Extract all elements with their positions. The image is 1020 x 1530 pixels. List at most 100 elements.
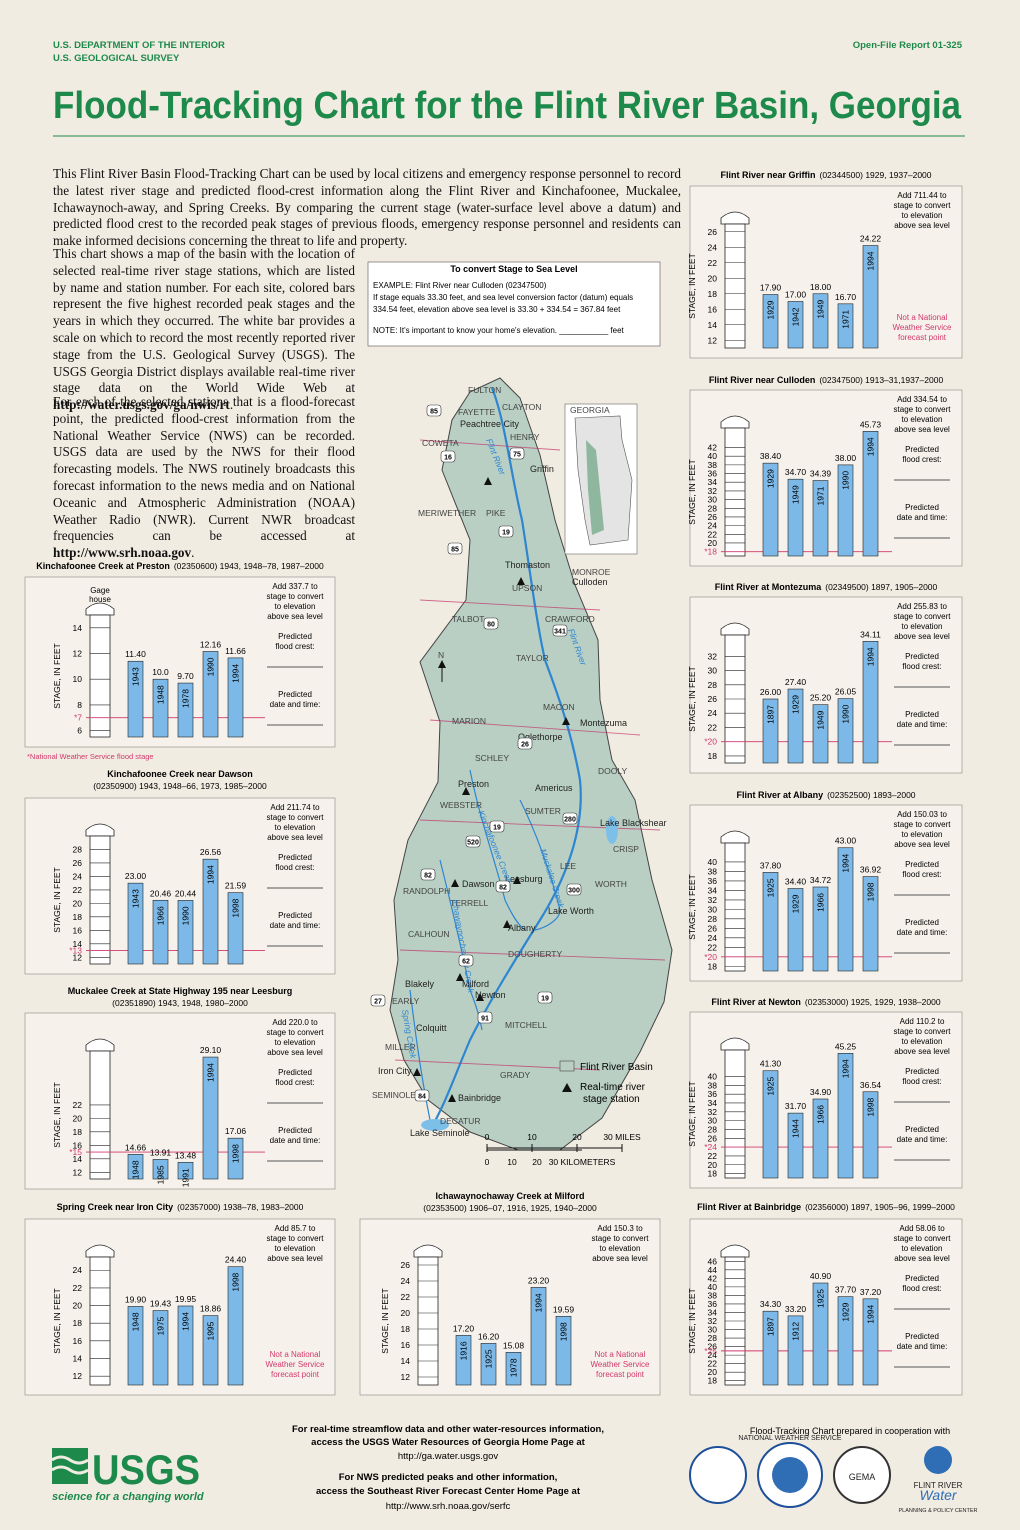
y-tick-label: 36	[708, 1089, 718, 1099]
bar	[762, 462, 779, 557]
map-label: HENRY	[510, 432, 540, 442]
y-tick-label: 22	[708, 258, 718, 268]
y-tick-label: 32	[708, 895, 718, 905]
flood-stage-label: *20	[704, 952, 717, 962]
gage-column	[724, 427, 746, 557]
value-label: 29.10	[200, 1045, 222, 1055]
bar	[762, 698, 779, 764]
y-axis-label: STAGE, IN FEET	[52, 867, 62, 933]
text: .	[229, 397, 234, 413]
bar	[762, 872, 779, 972]
year-label: 1995	[206, 1321, 216, 1340]
map-label: MACON	[543, 702, 575, 712]
datum-note: Add 211.74 to	[270, 803, 320, 812]
map-label: Iron City	[378, 1066, 412, 1076]
chart-title-name: Flint River at Newton	[711, 997, 801, 1007]
value-label: 40.90	[810, 1271, 832, 1281]
creek	[409, 989, 431, 1121]
bar	[812, 1098, 829, 1179]
y-tick-label: 38	[708, 1080, 718, 1090]
gage-roof	[720, 622, 750, 636]
map-label: N	[438, 650, 444, 660]
highway-label: 85	[451, 547, 459, 554]
year-label: 1948	[131, 1312, 141, 1331]
bar	[127, 660, 144, 738]
y-tick-label: 34	[708, 1307, 718, 1317]
map-label: Americus	[535, 783, 573, 793]
highway-shield	[566, 883, 582, 896]
footer-line: For real-time streamflow data and other …	[292, 1424, 604, 1435]
partner-name: GEMA	[849, 1472, 876, 1482]
year-label: 1998	[231, 898, 241, 917]
y-tick-label: 16	[708, 304, 718, 314]
station-marker	[562, 717, 570, 725]
y-tick-label: 22	[708, 1359, 718, 1369]
datum-note: stage to convert	[894, 820, 952, 829]
gage-label: house	[89, 595, 111, 604]
station-marker	[448, 1094, 456, 1102]
intro-paragraph: For each of the selected stations that i…	[53, 394, 355, 562]
forecast-label: Predicted	[278, 1068, 312, 1077]
year-label: 1985	[156, 1165, 166, 1184]
map-label: Griffin	[530, 464, 554, 474]
datum-note: to elevation	[902, 1037, 943, 1046]
datum-note: stage to convert	[894, 1027, 952, 1036]
forecast-label: date and time:	[270, 700, 321, 709]
datum-note: to elevation	[600, 1244, 641, 1253]
year-label: 1975	[156, 1316, 166, 1335]
y-tick-label: 22	[708, 722, 718, 732]
scale-label: 10	[507, 1157, 517, 1167]
year-label: 1912	[791, 1322, 801, 1341]
datum-note: above sea level	[267, 833, 323, 842]
bar	[862, 1298, 879, 1386]
forecast-label: Predicted	[905, 503, 939, 512]
forecast-label: flood crest:	[275, 642, 314, 651]
bar	[127, 1306, 144, 1386]
flood-stage-label: *20	[704, 737, 717, 747]
year-label: 1994	[181, 1312, 191, 1331]
value-label: 15.08	[503, 1340, 525, 1350]
text: For each of the selected stations that i…	[53, 394, 355, 544]
forecast-label: Predicted	[905, 710, 939, 719]
y-tick-label: 28	[708, 1333, 718, 1343]
value-label: 38.00	[835, 453, 857, 463]
y-tick-label: 20	[708, 1160, 718, 1170]
highway-label: 27	[374, 999, 382, 1006]
datum-note: Add 150.3 to	[597, 1224, 643, 1233]
y-axis-label: STAGE, IN FEET	[687, 253, 697, 319]
north-arrow	[438, 660, 446, 668]
y-tick-label: 46	[708, 1256, 718, 1266]
station-marker	[451, 879, 459, 887]
highway-label: 16	[444, 455, 452, 462]
value-label: 25.20	[810, 693, 832, 703]
y-tick-label: 30	[708, 1325, 718, 1335]
year-label: 1998	[231, 1272, 241, 1291]
bar	[762, 294, 779, 349]
chart-title: Flint River near Culloden (02347500) 1913…	[709, 375, 944, 385]
map-label: WORTH	[595, 879, 627, 889]
value-label: 31.70	[785, 1101, 807, 1111]
chart-title-name: Flint River at Bainbridge	[697, 1202, 801, 1212]
highway-shield	[414, 1089, 430, 1102]
forecast-label: Predicted	[278, 632, 312, 641]
map-label: DECATUR	[440, 1116, 480, 1126]
highway-shield	[477, 1011, 493, 1024]
y-tick-label: 20	[708, 538, 718, 548]
gage-column	[417, 1256, 439, 1386]
value-label: 24.40	[225, 1255, 247, 1265]
highway-label: 85	[430, 409, 438, 416]
partner-seal	[689, 1446, 747, 1504]
gage-roof	[720, 830, 750, 844]
year-label: 1944	[791, 1119, 801, 1138]
highway-shield	[489, 820, 505, 833]
map-label: MERIWETHER	[418, 508, 476, 518]
footer-line: http://ga.water.usgs.gov	[398, 1451, 499, 1462]
value-label: 12.16	[200, 639, 222, 649]
forecast-label: date and time:	[897, 1342, 948, 1351]
datum-note: to elevation	[275, 1244, 316, 1253]
conversion-example: EXAMPLE: Flint River near Culloden (0234…	[373, 281, 547, 290]
map-label: DOUGHERTY	[508, 949, 562, 959]
chart-subtitle: (02356000) 1897, 1905–96, 1999–2000	[805, 1202, 955, 1212]
url: http://www.srh.noaa.gov	[53, 545, 192, 561]
station-marker	[503, 920, 511, 928]
